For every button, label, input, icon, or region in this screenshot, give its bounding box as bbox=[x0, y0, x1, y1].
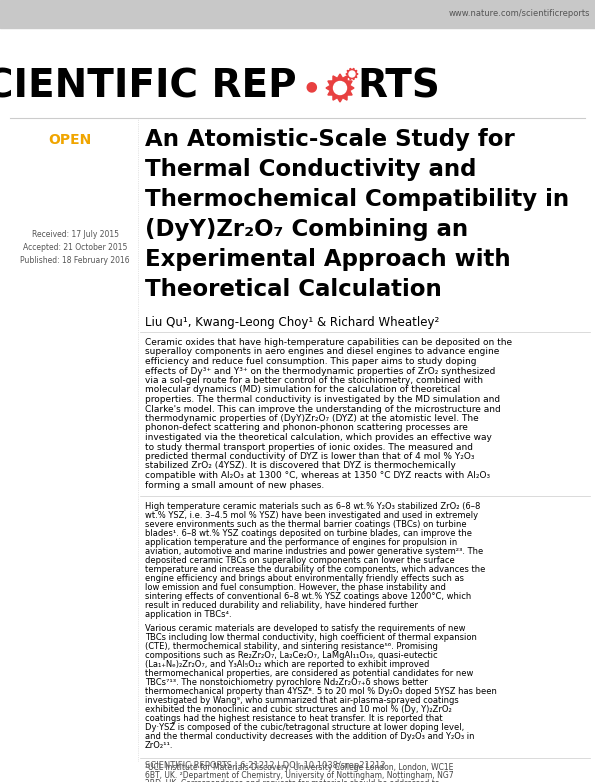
Text: SCIENTIFIC REPORTS | 6:21212 | DOI: 10.1038/srep21212: SCIENTIFIC REPORTS | 6:21212 | DOI: 10.1… bbox=[145, 761, 386, 770]
Text: application temperature and the performance of engines for propulsion in: application temperature and the performa… bbox=[145, 538, 457, 547]
Text: 6BT, UK. ²Department of Chemistry, University of Nottingham, Nottingham, NG7: 6BT, UK. ²Department of Chemistry, Unive… bbox=[145, 771, 453, 780]
Text: deposited ceramic TBCs on superalloy components can lower the surface: deposited ceramic TBCs on superalloy com… bbox=[145, 556, 455, 565]
Text: thermomechanical properties, are considered as potential candidates for new: thermomechanical properties, are conside… bbox=[145, 669, 474, 678]
Text: efficiency and reduce fuel consumption. This paper aims to study doping: efficiency and reduce fuel consumption. … bbox=[145, 357, 477, 366]
Circle shape bbox=[349, 71, 355, 77]
Text: Clarke's model. This can improve the understanding of the microstructure and: Clarke's model. This can improve the und… bbox=[145, 404, 501, 414]
Text: stabilized ZrO₂ (4YSZ). It is discovered that DYZ is thermochemically: stabilized ZrO₂ (4YSZ). It is discovered… bbox=[145, 461, 456, 471]
Text: aviation, automotive and marine industries and power generative system²³. The: aviation, automotive and marine industri… bbox=[145, 547, 483, 556]
Text: High temperature ceramic materials such as 6–8 wt.% Y₂O₃ stabilized ZrO₂ (6–8: High temperature ceramic materials such … bbox=[145, 502, 480, 511]
Text: Published: 18 February 2016: Published: 18 February 2016 bbox=[20, 256, 130, 265]
Text: via a sol-gel route for a better control of the stoichiometry, combined with: via a sol-gel route for a better control… bbox=[145, 376, 483, 385]
Text: low emission and fuel consumption. However, the phase instability and: low emission and fuel consumption. Howev… bbox=[145, 583, 446, 592]
Text: effects of Dy³⁺ and Y³⁺ on the thermodynamic properties of ZrO₂ synthesized: effects of Dy³⁺ and Y³⁺ on the thermodyn… bbox=[145, 367, 496, 375]
Text: TBCs⁷¹³. The nonstoichiometry pyrochlore Nd₂Zr₂O₇₊δ shows better: TBCs⁷¹³. The nonstoichiometry pyrochlore… bbox=[145, 678, 428, 687]
Text: Received: 17 July 2015: Received: 17 July 2015 bbox=[32, 230, 118, 239]
Text: (La₁₊Nₑ)₂Zr₂O₇, and Y₃Al₅O₁₂ which are reported to exhibit improved: (La₁₊Nₑ)₂Zr₂O₇, and Y₃Al₅O₁₂ which are r… bbox=[145, 660, 430, 669]
Text: to study thermal transport properties of ionic oxides. The measured and: to study thermal transport properties of… bbox=[145, 443, 473, 451]
Text: severe environments such as the thermal barrier coatings (TBCs) on turbine: severe environments such as the thermal … bbox=[145, 520, 466, 529]
Text: compositions such as Re₂Zr₂O₇, La₂Ce₂O₇, LaMgAl₁₁O₁₉, quasi-eutectic: compositions such as Re₂Zr₂O₇, La₂Ce₂O₇,… bbox=[145, 651, 438, 660]
Text: exhibited the monoclinic and cubic structures and 10 mol % (Dy, Y)₂ZrO₂: exhibited the monoclinic and cubic struc… bbox=[145, 705, 452, 714]
Text: sintering effects of conventional 6–8 wt.% YSZ coatings above 1200°C, which: sintering effects of conventional 6–8 wt… bbox=[145, 592, 471, 601]
Text: wt.% YSZ, i.e. 3–4.5 mol % YSZ) have been investigated and used in extremely: wt.% YSZ, i.e. 3–4.5 mol % YSZ) have bee… bbox=[145, 511, 478, 520]
Text: RTS: RTS bbox=[357, 67, 440, 105]
Text: blades¹. 6–8 wt.% YSZ coatings deposited on turbine blades, can improve the: blades¹. 6–8 wt.% YSZ coatings deposited… bbox=[145, 529, 472, 538]
Text: OPEN: OPEN bbox=[48, 133, 92, 147]
Text: Liu Qu¹, Kwang-Leong Choy¹ & Richard Wheatley²: Liu Qu¹, Kwang-Leong Choy¹ & Richard Whe… bbox=[145, 316, 439, 329]
Text: superalloy components in aero engines and diesel engines to advance engine: superalloy components in aero engines an… bbox=[145, 347, 499, 357]
Text: Dy·YSZ is composed of the cubic/tetragonal structure at lower doping level,: Dy·YSZ is composed of the cubic/tetragon… bbox=[145, 723, 464, 732]
Bar bbox=[0, 0, 595, 28]
Text: (DyY)Zr₂O₇ Combining an: (DyY)Zr₂O₇ Combining an bbox=[145, 218, 468, 241]
Text: molecular dynamics (MD) simulation for the calculation of theoretical: molecular dynamics (MD) simulation for t… bbox=[145, 386, 461, 394]
Polygon shape bbox=[326, 74, 354, 102]
Text: investigated via the theoretical calculation, which provides an effective way: investigated via the theoretical calcula… bbox=[145, 433, 492, 442]
Text: thermodynamic properties of (DyY)Zr₂O₇ (DYZ) at the atomistic level. The: thermodynamic properties of (DyY)Zr₂O₇ (… bbox=[145, 414, 479, 423]
Text: investigated by Wang⁹, who summarized that air-plasma-sprayed coatings: investigated by Wang⁹, who summarized th… bbox=[145, 696, 459, 705]
Text: Theoretical Calculation: Theoretical Calculation bbox=[145, 278, 441, 301]
Text: ZrO₂¹¹.: ZrO₂¹¹. bbox=[145, 741, 174, 750]
Text: www.nature.com/scientificreports: www.nature.com/scientificreports bbox=[449, 9, 590, 19]
Text: ●: ● bbox=[297, 79, 318, 93]
Text: coatings had the highest resistance to heat transfer. It is reported that: coatings had the highest resistance to h… bbox=[145, 714, 443, 723]
Text: result in reduced durability and reliability, have hindered further: result in reduced durability and reliabi… bbox=[145, 601, 418, 610]
Text: Accepted: 21 October 2015: Accepted: 21 October 2015 bbox=[23, 243, 127, 252]
Text: engine efficiency and brings about environmentally friendly effects such as: engine efficiency and brings about envir… bbox=[145, 574, 464, 583]
Text: forming a small amount of new phases.: forming a small amount of new phases. bbox=[145, 480, 324, 490]
Text: Various ceramic materials are developed to satisfy the requirements of new: Various ceramic materials are developed … bbox=[145, 624, 465, 633]
Text: TBCs including low thermal conductivity, high coefficient of thermal expansion: TBCs including low thermal conductivity,… bbox=[145, 633, 477, 642]
Text: ¹UCL Institute for Materials Discovery, University College London, London, WC1E: ¹UCL Institute for Materials Discovery, … bbox=[145, 763, 453, 772]
Text: (CTE), thermochemical stability, and sintering resistance⁵⁶. Promising: (CTE), thermochemical stability, and sin… bbox=[145, 642, 438, 651]
Text: compatible with Al₂O₃ at 1300 °C, whereas at 1350 °C DYZ reacts with Al₂O₃: compatible with Al₂O₃ at 1300 °C, wherea… bbox=[145, 471, 490, 480]
Text: Thermal Conductivity and: Thermal Conductivity and bbox=[145, 158, 477, 181]
Text: properties. The thermal conductivity is investigated by the MD simulation and: properties. The thermal conductivity is … bbox=[145, 395, 500, 404]
Text: thermomechanical property than 4YSZ⁸. 5 to 20 mol % Dy₂O₃ doped 5YSZ has been: thermomechanical property than 4YSZ⁸. 5 … bbox=[145, 687, 497, 696]
Text: phonon-defect scattering and phonon-phonon scattering processes are: phonon-defect scattering and phonon-phon… bbox=[145, 424, 468, 432]
Text: application in TBCs⁴.: application in TBCs⁴. bbox=[145, 610, 231, 619]
Circle shape bbox=[334, 81, 346, 95]
Polygon shape bbox=[346, 68, 358, 80]
Text: Experimental Approach with: Experimental Approach with bbox=[145, 248, 511, 271]
Text: and the thermal conductivity decreases with the addition of Dy₂O₃ and Y₂O₃ in: and the thermal conductivity decreases w… bbox=[145, 732, 474, 741]
Text: 2RD, UK. Correspondence and requests for materials should be addressed to: 2RD, UK. Correspondence and requests for… bbox=[145, 779, 440, 782]
Text: SCIENTIFIC REP: SCIENTIFIC REP bbox=[0, 67, 297, 105]
Text: An Atomistic-Scale Study for: An Atomistic-Scale Study for bbox=[145, 128, 515, 151]
Text: temperature and increase the durability of the components, which advances the: temperature and increase the durability … bbox=[145, 565, 486, 574]
Text: Thermochemical Compatibility in: Thermochemical Compatibility in bbox=[145, 188, 569, 211]
Text: predicted thermal conductivity of DYZ is lower than that of 4 mol % Y₂O₃: predicted thermal conductivity of DYZ is… bbox=[145, 452, 474, 461]
Text: Ceramic oxides that have high-temperature capabilities can be deposited on the: Ceramic oxides that have high-temperatur… bbox=[145, 338, 512, 347]
